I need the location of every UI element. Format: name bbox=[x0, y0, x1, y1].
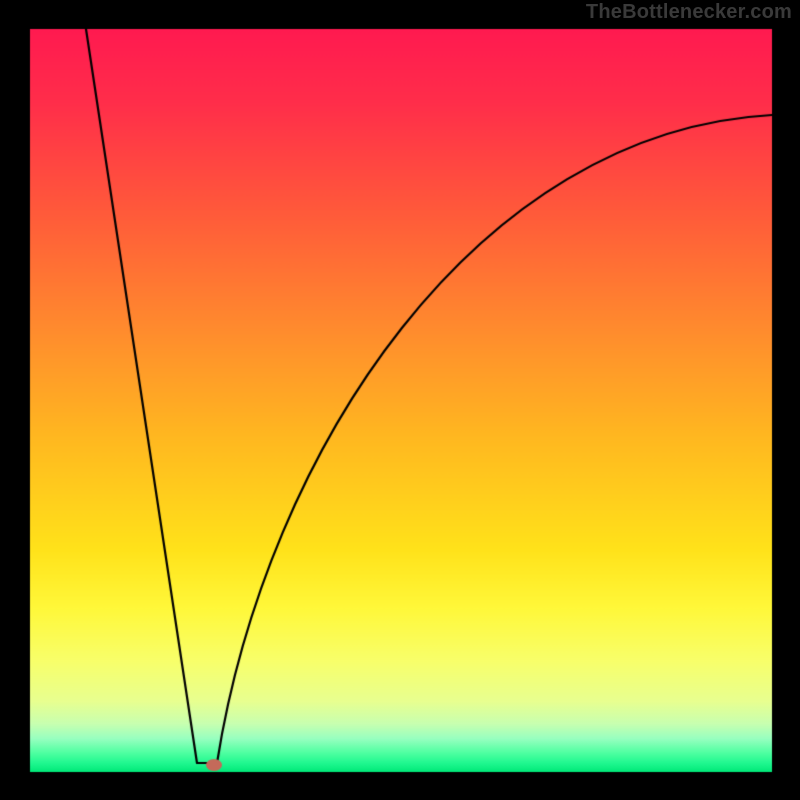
chart-container: TheBottlenecker.com bbox=[0, 0, 800, 800]
watermark-text: TheBottlenecker.com bbox=[586, 1, 792, 24]
bottleneck-heat-chart bbox=[0, 0, 800, 800]
